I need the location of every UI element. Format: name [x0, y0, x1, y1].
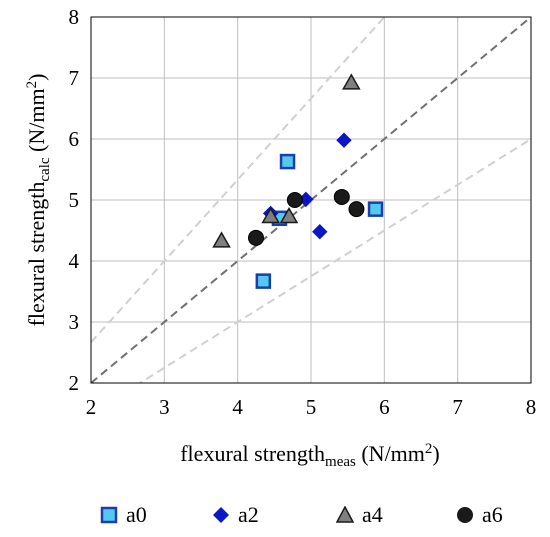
point-a0	[367, 201, 384, 217]
legend-item-a4: a4	[336, 500, 383, 530]
y-axis-label-sup: 2	[24, 81, 40, 89]
y-tick-label: 5	[69, 188, 80, 212]
x-tick-label: 2	[86, 395, 97, 419]
y-axis-label-close: )	[24, 74, 49, 81]
point-a0	[279, 153, 296, 170]
x-tick-label: 7	[452, 395, 463, 419]
plot-frame	[90, 16, 532, 384]
legend-marker-diamond	[213, 507, 229, 523]
legend-label: a6	[482, 502, 503, 527]
y-tick-label: 2	[69, 371, 80, 395]
point-a4	[279, 206, 299, 224]
x-axis-label-unit: (N/mm	[361, 441, 425, 466]
x-tick-label: 3	[159, 395, 170, 419]
y-tick-label: 7	[69, 66, 80, 90]
point-a0	[255, 273, 272, 289]
x-axis-label-close: )	[432, 441, 439, 466]
legend-marker-circle	[457, 507, 473, 523]
legend-marker-square	[100, 506, 118, 524]
x-tick-label: 6	[379, 395, 390, 419]
x-tick-labels: 2 3 4 5 6 7 8	[86, 395, 537, 419]
point-a6	[348, 201, 365, 218]
point-a2	[312, 224, 328, 240]
reference-line-upper-bound	[91, 17, 386, 344]
y-tick-labels: 2 3 4 5 6 7 8	[69, 5, 80, 395]
point-a6	[248, 229, 264, 246]
x-axis-label-main: flexural strength	[180, 441, 325, 466]
point-a4	[342, 73, 361, 90]
y-axis-label-sub: calc	[37, 157, 53, 181]
point-a6	[333, 188, 350, 205]
y-axis-label: flexural strengthcalc (N/mm2)	[24, 74, 53, 327]
x-tick-label: 8	[526, 395, 537, 419]
y-axis-label-unit: (N/mm	[24, 88, 49, 152]
reference-line-lower-bound	[137, 138, 531, 383]
legend: a0 a2 a4 a6	[0, 496, 550, 536]
legend-label: a4	[362, 502, 383, 527]
y-tick-label: 3	[69, 310, 80, 334]
y-axis-label-main: flexural strength	[24, 182, 49, 327]
point-a2	[336, 132, 352, 148]
x-tick-label: 5	[306, 395, 317, 419]
x-tick-label: 4	[232, 395, 243, 419]
legend-item-a0: a0	[100, 500, 147, 530]
legend-item-a2: a2	[212, 500, 259, 530]
y-tick-label: 8	[69, 5, 80, 29]
point-a4	[261, 206, 280, 224]
legend-marker-triangle	[336, 506, 354, 523]
legend-item-a6: a6	[456, 500, 503, 530]
legend-label: a0	[126, 502, 147, 527]
y-tick-label: 4	[69, 249, 80, 273]
y-tick-label: 6	[69, 127, 80, 151]
x-axis-label-sup: 2	[425, 441, 433, 457]
x-axis-label: flexural strengthmeas (N/mm2)	[180, 441, 440, 470]
legend-label: a2	[238, 502, 259, 527]
point-a4	[212, 231, 231, 248]
point-a6	[286, 192, 303, 208]
x-axis-label-sub: meas	[325, 454, 356, 470]
data-points	[212, 73, 384, 289]
